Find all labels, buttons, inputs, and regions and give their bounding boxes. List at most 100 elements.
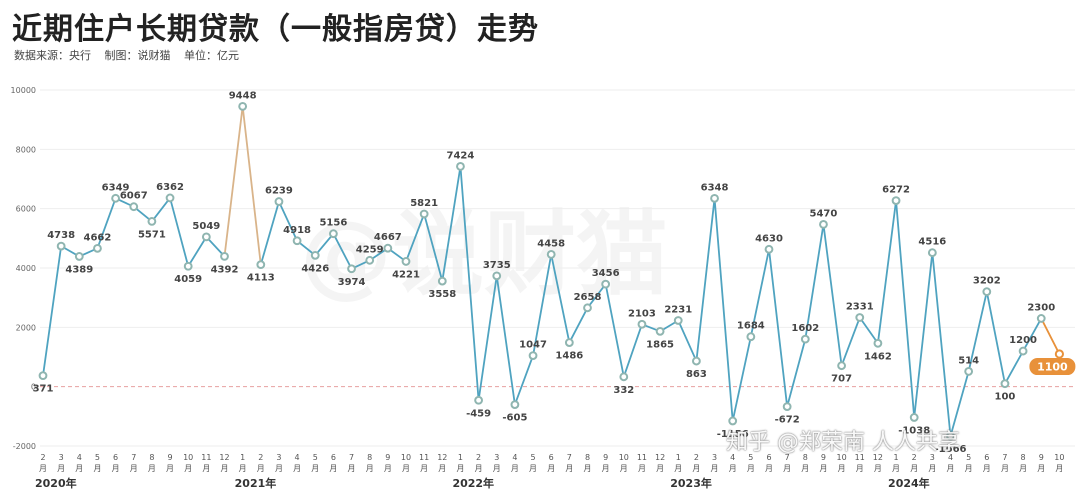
x-tick-label: 6 <box>766 453 771 462</box>
data-point <box>329 229 338 239</box>
x-tick-unit: 月 <box>493 464 501 473</box>
series-segment <box>949 370 970 437</box>
series-segment <box>314 232 335 257</box>
x-tick-unit: 月 <box>765 464 773 473</box>
data-point <box>38 371 48 381</box>
source-note: 数据来源：央行 <box>14 49 91 62</box>
data-label: 1047 <box>519 340 547 351</box>
y-tick-label: 0 <box>31 383 36 392</box>
x-tick-unit: 月 <box>221 464 229 473</box>
data-label: -1666 <box>935 444 967 455</box>
data-point <box>147 216 157 226</box>
x-tick-label: 5 <box>95 453 100 462</box>
x-tick-label: 12 <box>219 453 229 462</box>
data-point <box>564 338 574 347</box>
data-point <box>764 244 774 254</box>
data-label: 1100 <box>1037 361 1068 374</box>
x-tick-label: 3 <box>59 453 64 462</box>
x-tick-unit: 月 <box>801 464 809 473</box>
x-tick-unit: 月 <box>329 464 337 473</box>
series-segment <box>278 200 299 242</box>
data-label: 5571 <box>138 229 166 240</box>
x-tick-unit: 月 <box>910 464 918 473</box>
x-tick-label: 12 <box>873 453 883 462</box>
x-tick-label: 2 <box>694 453 699 462</box>
data-label: 2331 <box>846 302 874 313</box>
x-tick-unit: 月 <box>402 464 410 473</box>
data-label: -672 <box>775 415 800 426</box>
highlight-label-badge <box>1029 358 1076 376</box>
data-label: 2231 <box>664 304 692 315</box>
data-point <box>1036 314 1046 323</box>
data-label: 4516 <box>918 237 946 248</box>
data-point <box>183 261 193 271</box>
series-segment <box>259 200 280 266</box>
x-tick-label: 7 <box>1002 453 1007 462</box>
x-tick-unit: 月 <box>202 464 210 473</box>
x-tick-label: 4 <box>730 453 735 462</box>
data-point <box>601 279 611 289</box>
data-point <box>873 338 883 348</box>
x-tick-label: 5 <box>531 453 536 462</box>
x-tick-unit: 月 <box>456 464 464 473</box>
x-tick-label: 10 <box>183 453 193 462</box>
data-point <box>1054 349 1065 359</box>
series-segment <box>332 232 353 270</box>
x-tick-unit: 月 <box>420 464 428 473</box>
data-label: 1462 <box>864 351 892 362</box>
data-point <box>619 372 629 382</box>
x-tick-label: 4 <box>77 453 82 462</box>
data-label: 6272 <box>882 185 910 196</box>
x-tick-label: 2 <box>258 453 263 462</box>
data-point <box>819 219 828 229</box>
unit-note: 单位：亿元 <box>184 49 239 62</box>
x-tick-label: 7 <box>349 453 354 462</box>
series-segment <box>205 235 226 258</box>
data-point <box>855 313 865 322</box>
x-tick-unit: 月 <box>638 464 646 473</box>
data-point <box>419 209 429 219</box>
data-label: 6349 <box>102 182 130 193</box>
data-point <box>891 196 901 205</box>
x-tick-unit: 月 <box>1001 464 1009 473</box>
x-tick-label: 7 <box>567 453 572 462</box>
data-point <box>256 260 266 270</box>
x-tick-label: 4 <box>295 453 300 462</box>
series-segment <box>1022 317 1043 352</box>
series-segment <box>586 283 607 309</box>
series-segment <box>1040 317 1061 355</box>
x-tick-label: 7 <box>785 453 790 462</box>
x-tick-unit: 月 <box>747 464 755 473</box>
x-tick-unit: 月 <box>75 464 83 473</box>
series-segment <box>459 165 480 402</box>
data-label: 4738 <box>47 230 75 241</box>
x-tick-unit: 月 <box>148 464 156 473</box>
y-tick-label: 2000 <box>16 323 36 332</box>
data-point <box>238 101 248 111</box>
series-segment <box>514 354 534 406</box>
x-tick-label: 6 <box>984 453 989 462</box>
series-segment <box>840 316 861 367</box>
x-tick-unit: 月 <box>856 464 864 473</box>
data-label: 2658 <box>574 292 602 303</box>
x-tick-label: 3 <box>494 453 499 462</box>
data-point <box>1018 346 1028 356</box>
x-tick-unit: 月 <box>983 464 991 473</box>
data-label: 3974 <box>338 277 366 288</box>
x-tick-unit: 月 <box>39 464 47 473</box>
series-segment <box>441 165 462 283</box>
x-tick-label: 3 <box>930 453 935 462</box>
series-segment <box>985 290 1006 385</box>
data-point <box>782 402 792 412</box>
data-point <box>347 264 356 274</box>
data-label: 4662 <box>84 232 112 243</box>
series-segment <box>495 274 516 406</box>
data-label: 4392 <box>211 264 239 275</box>
series-segment <box>695 197 716 362</box>
x-tick-unit: 月 <box>565 464 573 473</box>
x-tick-label: 9 <box>168 453 173 462</box>
x-tick-unit: 月 <box>293 464 301 473</box>
x-tick-unit: 月 <box>257 464 265 473</box>
x-tick-unit: 月 <box>547 464 555 473</box>
x-tick-label: 2 <box>476 453 481 462</box>
